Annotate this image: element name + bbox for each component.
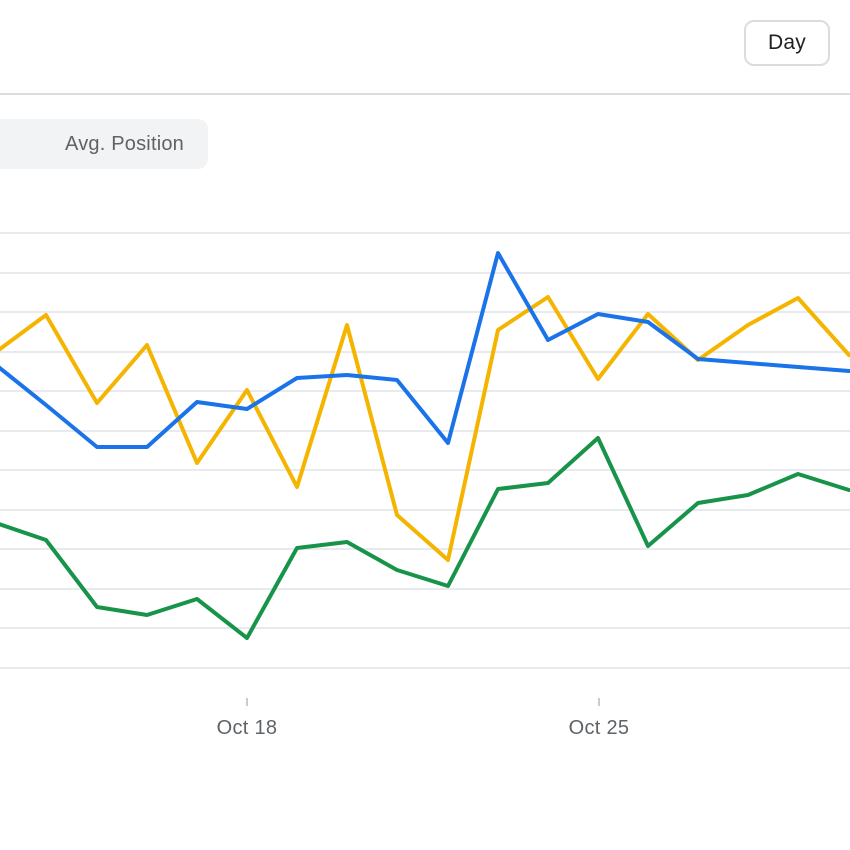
date-granularity-day-button[interactable]: Day	[744, 20, 830, 66]
avg-position-metric-chip[interactable]: Avg. Position	[0, 119, 208, 169]
header-bar: Day	[0, 0, 850, 93]
header-divider	[0, 93, 850, 95]
x-axis-label: Oct 18	[216, 717, 278, 739]
series-line-green	[0, 436, 850, 640]
x-axis-label: Oct 25	[568, 717, 630, 739]
metric-chip-label: Avg. Position	[65, 132, 184, 155]
series-line-yellow	[0, 295, 850, 562]
performance-chart-area[interactable]: Oct 18 Oct 25	[0, 95, 850, 850]
series-line-blue	[0, 251, 850, 449]
